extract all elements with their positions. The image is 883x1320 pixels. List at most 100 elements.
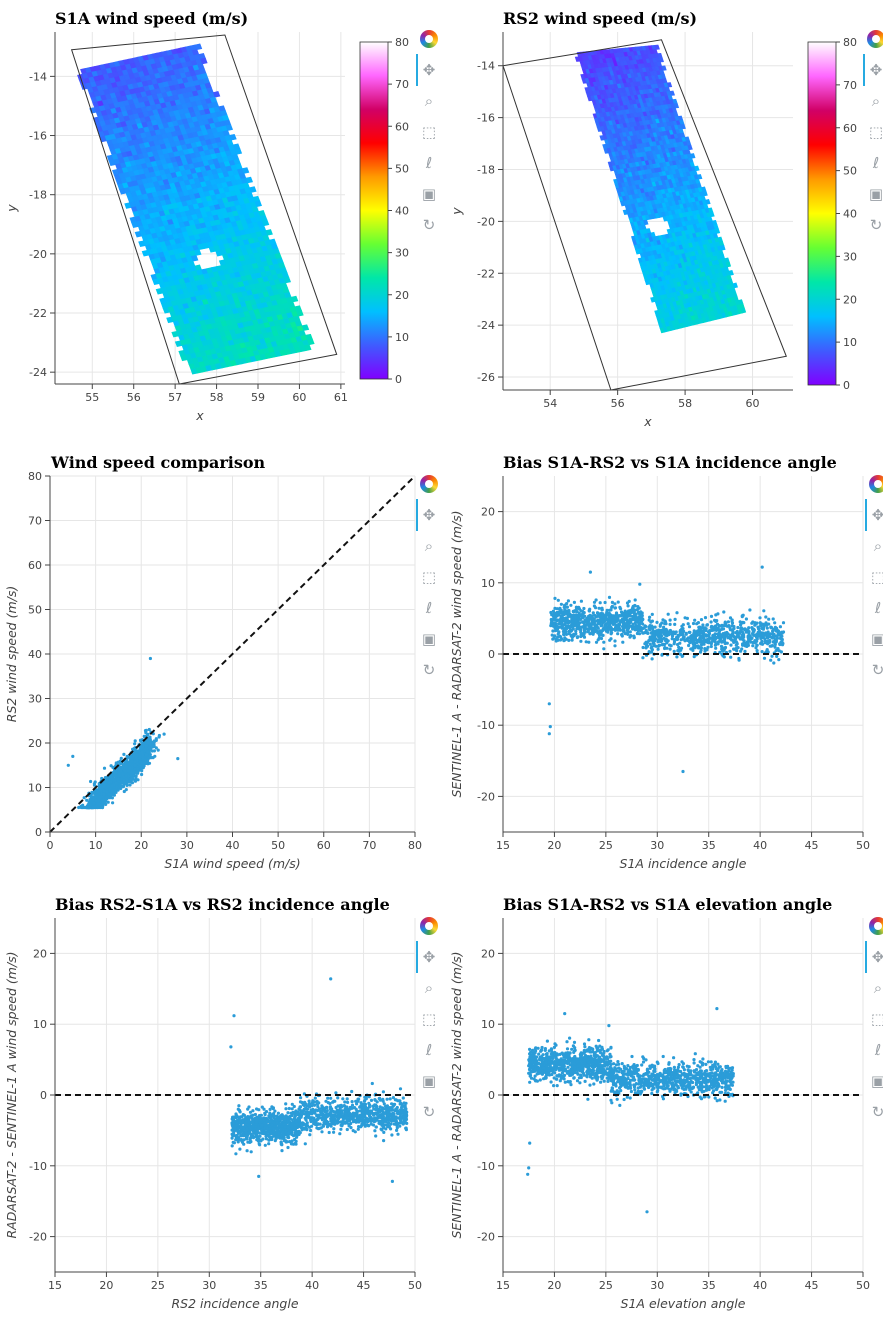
wind-cell [190, 255, 199, 262]
data-point [102, 781, 106, 785]
data-point [143, 729, 148, 733]
data-point [97, 798, 101, 802]
y-tick-label: 40 [28, 648, 42, 661]
data-point [152, 744, 156, 749]
data-point [94, 798, 98, 802]
data-point [152, 739, 156, 743]
x-tick-label: 60 [746, 397, 760, 410]
chart-bias-s1a-inc: Bias S1A-RS2 vs S1A incidence angle 15 20… [445, 440, 883, 880]
y-tick-label: -22 [477, 267, 495, 280]
data-point [121, 763, 125, 767]
chart-s1a-map: S1A wind speed (m/s) 55 56 57 58 59 60 61 -14 -1… [0, 0, 445, 440]
footprint-outline [70, 34, 338, 385]
data-point [136, 778, 140, 782]
wind-cell [261, 219, 270, 227]
scatter-series [547, 565, 786, 774]
data-point [152, 749, 156, 753]
data-point [143, 758, 147, 762]
x-axis-label: x [643, 414, 652, 429]
data-point [114, 781, 118, 785]
data-point [100, 805, 105, 810]
data-point [109, 775, 113, 779]
pan-icon[interactable]: ✥ [422, 506, 436, 524]
data-point [138, 754, 142, 758]
pan-icon[interactable]: ✥ [422, 61, 436, 79]
data-point [107, 781, 111, 785]
x-tick-label: 58 [678, 397, 692, 410]
y-tick-label: 70 [28, 515, 42, 528]
wind-cell [193, 249, 202, 256]
wheel-zoom-icon[interactable]: ⌕ [424, 92, 434, 110]
data-point [140, 742, 145, 746]
y-tick-label: -24 [477, 319, 495, 332]
data-point [129, 773, 133, 777]
lasso-icon[interactable]: ℓ [872, 154, 880, 172]
data-point [112, 791, 116, 795]
y-axis-label: y [4, 204, 19, 213]
data-point [124, 774, 128, 778]
data-point [134, 778, 138, 782]
data-point [113, 788, 117, 792]
data-point [123, 769, 127, 773]
data-point [145, 733, 149, 737]
wind-cell [720, 245, 726, 251]
box-zoom-icon[interactable]: ⬚ [421, 568, 437, 586]
wind-cell [702, 190, 708, 197]
wind-field [77, 43, 315, 375]
data-point [122, 789, 126, 794]
data-point [88, 798, 92, 802]
data-point [133, 760, 137, 764]
data-point [91, 798, 95, 802]
data-point [77, 805, 81, 810]
wheel-zoom-icon[interactable]: ⌕ [871, 92, 881, 110]
bokeh-logo-icon [867, 30, 883, 48]
wind-cell [680, 123, 686, 130]
reset-icon[interactable]: ↻ [422, 661, 436, 679]
save-icon[interactable]: ▣ [421, 185, 437, 203]
s1a-map-plot[interactable]: 55 56 57 58 59 60 61-14-16-18-20-22-24xy010203… [0, 0, 445, 440]
wind-cell [690, 153, 696, 159]
save-icon[interactable]: ▣ [421, 630, 437, 648]
data-point [116, 777, 120, 781]
data-point [106, 800, 110, 804]
wind-cell [254, 200, 263, 208]
box-zoom-icon[interactable]: ⬚ [421, 123, 437, 141]
wheel-zoom-icon[interactable]: ⌕ [424, 537, 434, 555]
data-point [176, 757, 180, 761]
y-tick-label: -14 [29, 70, 47, 83]
active-tool-indicator [863, 54, 865, 86]
wind-cell [301, 324, 310, 331]
wind-cell [234, 148, 243, 155]
data-point [119, 769, 123, 773]
y-axis-label: y [449, 207, 464, 216]
wind-cell [283, 276, 292, 284]
wind-cell [241, 167, 250, 174]
rs2-map-plot[interactable]: 54 56 58 60-14-16-18-20-22-24-26xy010203040… [445, 0, 883, 440]
save-icon[interactable]: ▣ [868, 185, 883, 203]
data-point [613, 639, 617, 643]
y-tick-label: -20 [29, 248, 47, 261]
lasso-icon[interactable]: ℓ [425, 599, 433, 617]
colorbar-tick-label: 30 [843, 250, 857, 263]
box-zoom-icon[interactable]: ⬚ [868, 123, 883, 141]
reset-icon[interactable]: ↻ [422, 216, 436, 234]
data-point [81, 805, 85, 810]
x-tick-label: 56 [127, 391, 141, 404]
colorbar-tick-label: 30 [395, 247, 409, 260]
data-point [133, 742, 137, 746]
wind-cell [200, 57, 208, 65]
data-point [564, 632, 569, 636]
y-axis-label: RS2 wind speed (m/s) [4, 586, 19, 722]
data-point [103, 801, 107, 805]
y-tick-label: -26 [477, 371, 495, 384]
pan-icon[interactable]: ✥ [869, 61, 883, 79]
colorbar-tick-label: 80 [395, 36, 409, 49]
data-point [105, 776, 109, 780]
y-tick-label: -16 [29, 130, 47, 143]
reset-icon[interactable]: ↻ [869, 216, 883, 234]
lasso-icon[interactable]: ℓ [425, 154, 433, 172]
wind-cell [643, 219, 649, 226]
colorbar-tick-label: 80 [843, 36, 857, 49]
